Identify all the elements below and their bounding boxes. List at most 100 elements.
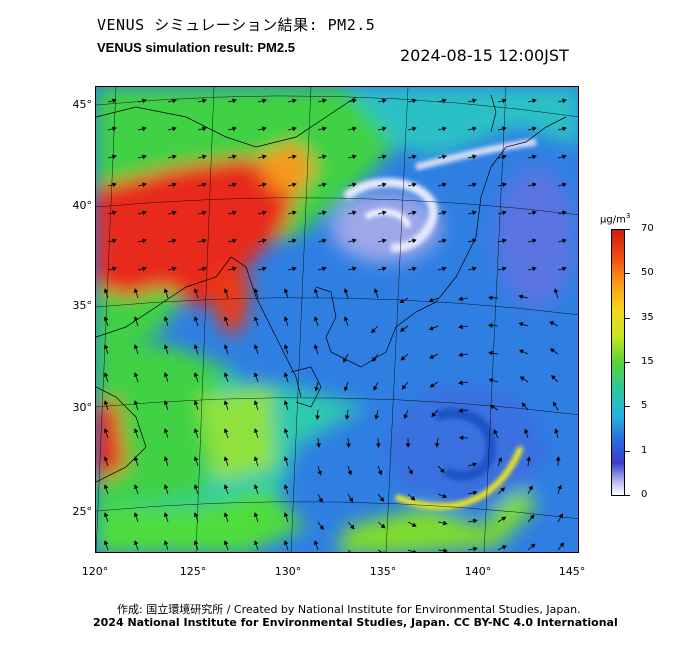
wind-arrow-head: [405, 443, 411, 448]
wind-arrow-head: [411, 522, 417, 527]
wind-arrow-head: [502, 182, 507, 188]
wind-arrow-head: [382, 266, 387, 272]
wind-arrow-head: [373, 288, 379, 294]
wind-arrow-head: [501, 545, 507, 550]
wind-arrow-head: [562, 182, 567, 188]
wind-arrow-head: [232, 126, 237, 132]
wind-arrow-head: [133, 540, 139, 546]
wind-arrow-head: [472, 490, 478, 496]
wind-arrow-head: [502, 238, 507, 244]
wind-arrow-head: [528, 485, 533, 491]
wind-arrow-head: [322, 238, 327, 244]
wind-arrow-head: [193, 372, 199, 378]
wind-arrow-head: [412, 154, 417, 160]
wind-arrow-head: [317, 470, 322, 476]
wind-arrow-head: [555, 456, 561, 461]
wind-arrow-head: [262, 98, 267, 104]
wind-arrow-head: [163, 428, 169, 434]
wind-arrow-head: [253, 512, 259, 518]
wind-arrow-head: [488, 323, 493, 328]
title-japanese: VENUS シミュレーション結果: PM2.5: [97, 16, 376, 34]
wind-arrow-head: [532, 98, 537, 104]
wind-arrow-head: [223, 540, 229, 546]
wind-arrow-head: [223, 288, 229, 294]
wind-arrow-head: [488, 350, 493, 356]
wind-arrow-head: [553, 288, 559, 294]
wind-arrow-head: [202, 126, 207, 132]
wind-arrow-head: [232, 266, 237, 272]
wind-arrow-head: [319, 525, 324, 530]
wind-arrow-head: [458, 408, 463, 413]
colorbar: [611, 229, 625, 496]
wind-arrow-head: [202, 238, 207, 244]
wind-arrow-head: [103, 484, 109, 490]
map-canvas: [96, 87, 578, 552]
wind-arrow-head: [112, 154, 117, 160]
wind-arrow-head: [442, 154, 447, 160]
wind-arrow-head: [382, 126, 387, 132]
wind-arrow-head: [163, 400, 169, 406]
colorbar-tick-5: 5: [641, 400, 648, 411]
wind-arrow-head: [133, 316, 139, 322]
wind-arrow-head: [562, 210, 567, 216]
wind-arrow-head: [554, 428, 559, 434]
wind-arrow-head: [223, 484, 229, 490]
wind-arrow-head: [103, 288, 109, 294]
wind-arrow-head: [202, 154, 207, 160]
wind-arrow-head: [382, 154, 387, 160]
wind-arrow-head: [172, 98, 177, 104]
wind-arrow-head: [112, 98, 117, 104]
wind-arrow-head: [283, 400, 289, 406]
colorbar-tick-1: 1: [641, 445, 648, 456]
wind-arrow-head: [103, 316, 109, 322]
wind-arrow-head: [472, 518, 478, 524]
wind-arrow-head: [434, 442, 440, 448]
wind-arrow-head: [413, 549, 417, 552]
wind-arrow-head: [163, 288, 169, 294]
wind-arrow-head: [347, 470, 353, 476]
wind-arrow-head: [112, 238, 117, 244]
wind-arrow-head: [518, 294, 524, 300]
wind-arrow-head: [458, 380, 463, 386]
wind-arrow-head: [458, 324, 463, 330]
wind-arrow-head: [292, 98, 297, 104]
wind-arrow-head: [352, 210, 357, 216]
colorbar-tick-0: 0: [641, 489, 648, 500]
wind-arrow-head: [193, 316, 199, 322]
wind-arrow-head: [313, 344, 319, 350]
wind-arrow-head: [283, 372, 289, 378]
wind-arrow-head: [502, 266, 507, 272]
wind-arrow-head: [379, 496, 385, 502]
wind-arrow-head: [343, 386, 349, 392]
wind-arrow-head: [557, 484, 562, 490]
wind-arrow-head: [112, 126, 117, 132]
wind-arrow-head: [412, 98, 417, 104]
wind-arrow-head: [442, 126, 447, 132]
wind-arrow-head: [352, 238, 357, 244]
wind-arrow-head: [373, 385, 378, 391]
lon-label-125: 125°: [179, 565, 207, 578]
wind-arrow-head: [112, 266, 117, 272]
wind-arrow-head: [253, 456, 259, 462]
wind-arrow-head: [488, 295, 493, 301]
wind-arrow-head: [232, 238, 237, 244]
wind-arrow-head: [473, 546, 478, 552]
wind-arrow-head: [443, 548, 448, 552]
wind-arrow-head: [253, 400, 259, 406]
wind-arrow-head: [133, 288, 139, 294]
wind-arrow-head: [382, 210, 387, 216]
colorbar-unit: μg/m3: [600, 212, 631, 226]
wind-arrow-head: [412, 210, 417, 216]
wind-arrow-head: [112, 210, 117, 216]
wind-arrow-head: [253, 540, 259, 546]
wind-arrow-head: [458, 296, 463, 302]
wind-arrow-head: [283, 456, 289, 462]
wind-arrow-head: [133, 372, 139, 378]
lon-label-135: 135°: [369, 565, 397, 578]
wind-arrow-head: [549, 348, 555, 353]
wind-arrow-head: [133, 344, 139, 350]
wind-arrow-head: [193, 512, 199, 518]
wind-arrow-head: [518, 322, 524, 327]
wind-arrow-head: [322, 98, 327, 104]
wind-arrow-head: [500, 487, 506, 492]
